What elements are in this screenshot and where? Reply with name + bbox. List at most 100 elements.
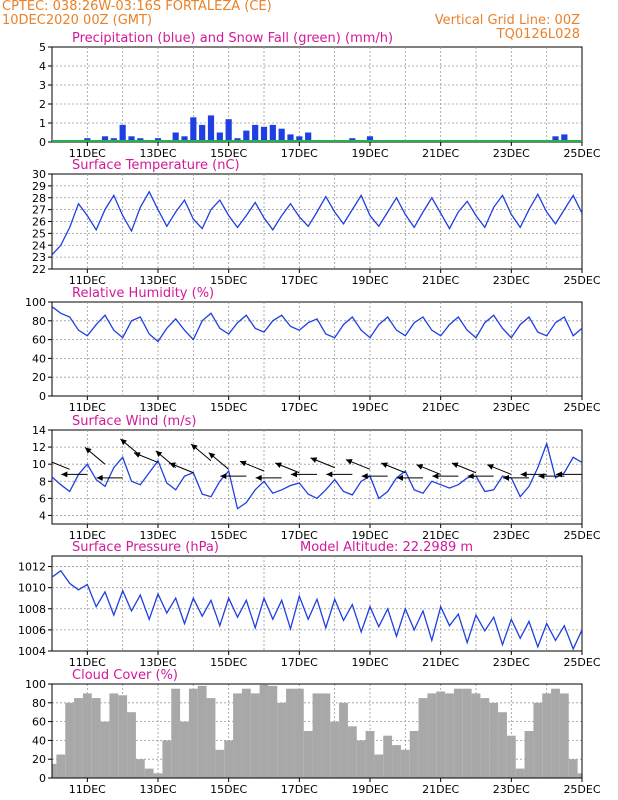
y-tick-label: 20: [32, 371, 46, 384]
precip-bar: [252, 124, 259, 142]
y-tick-label: 1010: [18, 582, 46, 595]
y-tick-label: 29: [32, 180, 46, 193]
x-tick-label: 11DEC: [69, 274, 106, 287]
y-tick-label: 10: [32, 458, 46, 471]
y-tick-label: 0: [39, 390, 46, 403]
cloud-cover-bar: [533, 702, 543, 778]
y-tick-label: 27: [32, 204, 46, 217]
precip-bar: [243, 130, 250, 142]
y-tick-label: 4: [39, 60, 46, 73]
cloud-cover-bar: [188, 688, 198, 778]
x-tick-label: 23DEC: [493, 401, 530, 414]
precip-bar: [225, 119, 232, 142]
y-tick-label: 1012: [18, 561, 46, 574]
y-tick-label: 4: [39, 509, 46, 522]
cloud-cover-bar: [480, 698, 490, 778]
y-tick-label: 30: [32, 168, 46, 181]
x-tick-label: 25DEC: [563, 274, 600, 287]
panel-5: 100 80 60 40 20 0 11DEC 13DEC 15DEC 17DEC 19DEC 21D…: [25, 668, 601, 796]
cloud-cover-bar: [233, 693, 242, 778]
cloud-cover-bar: [268, 685, 278, 778]
plot-frame: [51, 555, 583, 652]
cloud-cover-bar: [392, 745, 401, 778]
cloud-cover-bar: [171, 688, 181, 778]
cloud-cover-bar: [215, 749, 225, 778]
precip-bar: [305, 132, 312, 142]
cloud-cover-bar: [197, 685, 207, 778]
y-tick-label: 26: [32, 216, 46, 229]
wind-arrow-head: [208, 452, 216, 459]
precip-bar: [561, 134, 568, 142]
panel-annotation: Model Altitude: 22.2989 m: [300, 540, 473, 555]
y-tick-label: 40: [32, 734, 46, 747]
run-datetime: 10DEC2020 00Z (GMT): [2, 13, 153, 28]
x-tick-label: 13DEC: [139, 783, 176, 796]
wind-arrow-head: [520, 471, 527, 478]
panel-2: 100 80 60 40 20 0 11DEC 13DEC 15DEC 17DEC 19DEC 21D…: [25, 286, 601, 414]
wind-arrow-head: [310, 457, 318, 463]
cloud-cover-bar: [162, 740, 172, 778]
precip-bar: [260, 126, 268, 142]
y-tick-label: 24: [32, 239, 46, 252]
cloud-cover-bar: [65, 702, 75, 778]
x-tick-label: 21DEC: [422, 783, 459, 796]
cloud-cover-bar: [383, 735, 393, 778]
x-tick-label: 13DEC: [139, 656, 176, 669]
cloud-cover-bar: [144, 768, 154, 778]
x-tick-label: 17DEC: [281, 401, 318, 414]
x-tick-label: 21DEC: [422, 656, 459, 669]
y-tick-label: 14: [32, 424, 46, 437]
x-tick-label: 23DEC: [493, 783, 530, 796]
panel-3: 14 12 10 8 6 4 11DEC 13DEC 15DEC 17DEC 19DEC 21DEC 2…: [32, 414, 601, 542]
panel-title: Precipitation (blue) and Snow Fall (gree…: [72, 31, 393, 46]
x-tick-label: 19DEC: [351, 783, 388, 796]
cloud-cover-bar: [82, 693, 92, 778]
cloud-cover-bar: [418, 698, 428, 778]
precip-bar: [119, 124, 126, 142]
cloud-cover-bar: [374, 754, 384, 778]
cloud-cover-bar: [339, 702, 348, 778]
x-tick-label: 19DEC: [351, 401, 388, 414]
series-line: [52, 306, 582, 343]
cloud-cover-bar: [277, 702, 287, 778]
cloud-cover-bar: [577, 773, 582, 778]
x-tick-label: 25DEC: [563, 783, 600, 796]
cloud-cover-bar: [286, 688, 295, 778]
x-tick-label: 15DEC: [210, 529, 247, 542]
cloud-cover-bar: [524, 731, 534, 778]
wind-arrow-head: [326, 471, 333, 478]
y-tick-label: 3: [39, 79, 46, 92]
wind-arrow-head: [52, 459, 53, 460]
y-tick-label: 60: [32, 334, 46, 347]
panel-title: Surface Temperature (nC): [72, 158, 240, 173]
wind-arrow-head: [416, 464, 424, 470]
cloud-cover-bar: [100, 721, 110, 778]
x-tick-label: 17DEC: [281, 274, 318, 287]
x-tick-label: 17DEC: [281, 147, 318, 160]
wind-arrow-head: [381, 462, 388, 469]
precip-bar: [181, 136, 188, 142]
x-tick-label: 15DEC: [210, 274, 247, 287]
wind-arrow-head: [120, 438, 127, 446]
panel-title: Surface Wind (m/s): [72, 414, 196, 429]
precip-bar: [190, 117, 197, 142]
wind-arrow-head: [538, 473, 545, 480]
cloud-cover-bar: [294, 688, 304, 778]
panel-title: Cloud Cover (%): [72, 668, 178, 683]
x-tick-label: 25DEC: [563, 147, 600, 160]
x-tick-label: 19DEC: [351, 274, 388, 287]
cloud-cover-bar: [153, 773, 163, 778]
precip-bar: [207, 115, 215, 142]
y-tick-label: 12: [32, 441, 46, 454]
panel-4: 1012 1010 1008 1006 1004 11DEC 13DEC 15DEC 17DEC…: [18, 540, 601, 669]
x-tick-label: 11DEC: [69, 147, 106, 160]
x-tick-label: 17DEC: [281, 656, 318, 669]
cloud-cover-bar: [551, 688, 560, 778]
cloud-cover-bar: [109, 693, 119, 778]
cloud-cover-bar: [515, 768, 525, 778]
x-tick-label: 17DEC: [281, 783, 318, 796]
cloud-cover-bar: [436, 691, 446, 778]
wind-arrow-head: [255, 474, 262, 481]
